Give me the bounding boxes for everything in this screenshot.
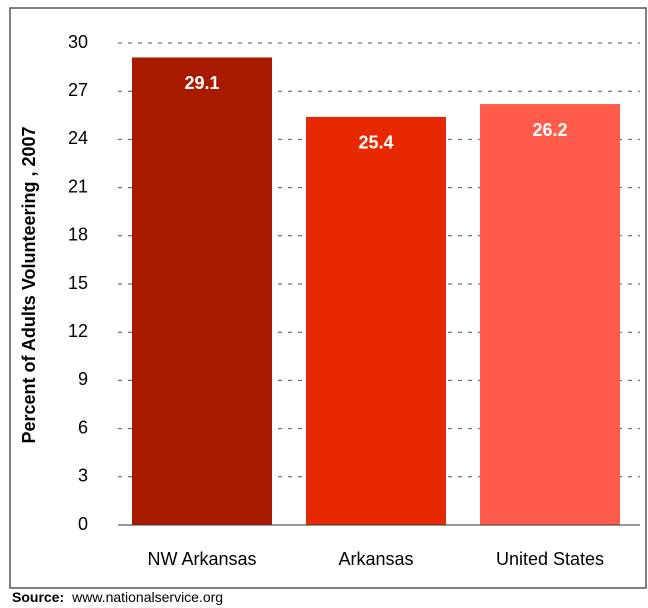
y-tick-label: 6 xyxy=(78,417,88,437)
source-label: Source: xyxy=(12,589,64,605)
value-label: 29.1 xyxy=(184,73,219,93)
y-axis-label: Percent of Adults Volunteering , 2007 xyxy=(19,126,39,443)
y-tick-label: 30 xyxy=(68,32,88,52)
x-tick-label: NW Arkansas xyxy=(147,549,256,569)
x-tick-label: United States xyxy=(496,549,604,569)
value-label: 26.2 xyxy=(532,120,567,140)
y-tick-label: 24 xyxy=(68,128,88,148)
source: www.nationalservice.org xyxy=(71,589,223,605)
bar xyxy=(132,57,272,526)
x-tick-label: Arkansas xyxy=(338,549,413,569)
y-tick-label: 18 xyxy=(68,225,88,245)
value-label: 25.4 xyxy=(358,133,393,153)
bar xyxy=(480,104,620,525)
y-tick-label: 0 xyxy=(78,514,88,534)
y-tick-label: 27 xyxy=(68,80,88,100)
y-tick-label: 21 xyxy=(68,176,88,196)
y-tick-label: 12 xyxy=(68,321,88,341)
footer: Source: www.nationalservice.org xyxy=(12,589,223,605)
y-tick-label: 3 xyxy=(78,466,88,486)
bar xyxy=(306,116,446,525)
y-tick-label: 9 xyxy=(78,369,88,389)
y-tick-label: 15 xyxy=(68,273,88,293)
